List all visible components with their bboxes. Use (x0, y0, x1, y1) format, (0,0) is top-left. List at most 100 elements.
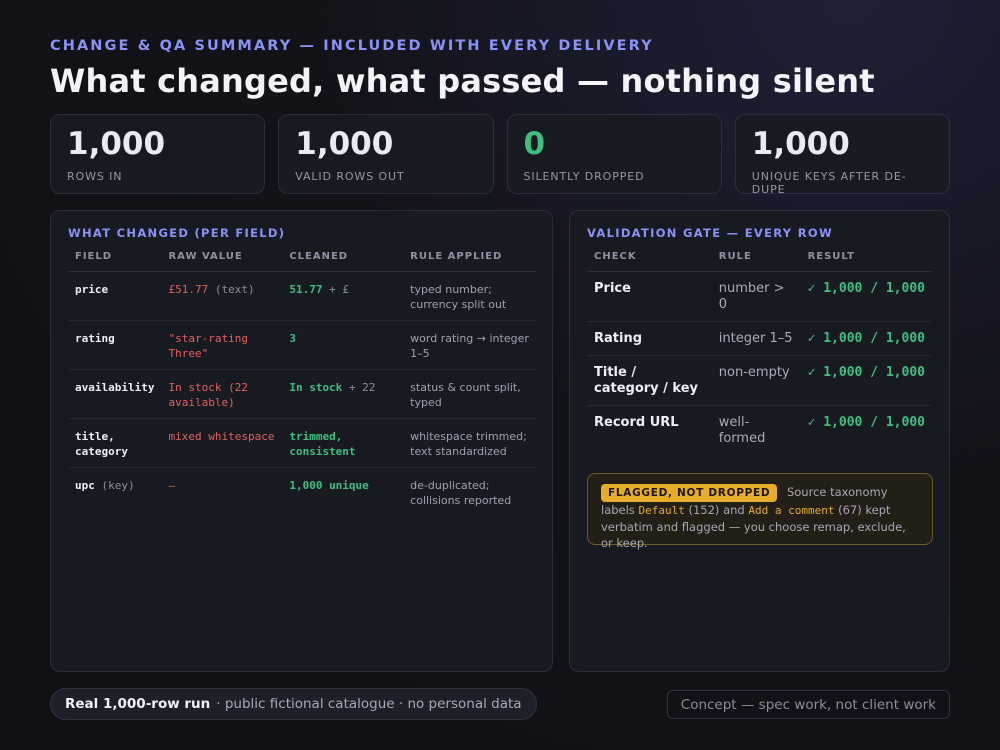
column-header: RULE (711, 243, 801, 272)
run-info-pill: Real 1,000-row run · public fictional ca… (50, 688, 537, 720)
raw-value: £51.77 (168, 282, 209, 296)
run-info-bold: Real 1,000-row run (65, 696, 211, 712)
changes-panel: WHAT CHANGED (PER FIELD) FIELD RAW VALUE… (50, 210, 553, 672)
raw-cell: "star-rating Three" (161, 320, 283, 370)
table-row: rating "star-rating Three" 3 word rating… (68, 320, 536, 370)
check-rule: well-formed (718, 414, 766, 446)
stat-card-valid-rows-out: 1,000 VALID ROWS OUT (278, 114, 494, 194)
concept-note: Concept — spec work, not client work (666, 690, 950, 719)
changes-table: FIELD RAW VALUE CLEANED RULE APPLIED pri… (68, 243, 536, 516)
stat-card-unique-keys: 1,000 UNIQUE KEYS AFTER DE-DUPE (734, 114, 950, 196)
stat-value: 1,000 (751, 126, 850, 162)
validation-panel: VALIDATION GATE — EVERY ROW CHECK RULE R… (569, 210, 950, 672)
rule-cell: whitespace trimmed; text standardized (403, 418, 536, 468)
rule-cell: typed number; currency split out (403, 271, 536, 321)
flag-badge: FLAGGED, NOT DROPPED (601, 484, 778, 502)
check-result: ✓ 1,000 / 1,000 (800, 355, 932, 406)
raw-value: — (168, 478, 176, 492)
clean-cell: 3 (282, 320, 404, 370)
field-cell: availability (68, 369, 162, 419)
column-header: CLEANED (282, 243, 404, 272)
page-title: What changed, what passed — nothing sile… (50, 62, 875, 100)
clean-cell: trimmed, consistent (282, 418, 404, 468)
flag-term-default: Default (638, 504, 685, 517)
check-name: Rating (587, 321, 712, 356)
raw-cell: £51.77 (text) (161, 271, 283, 321)
table-row: availability In stock (22 available) In … (68, 369, 536, 419)
clean-value: 3 (289, 331, 296, 345)
check-name: Price (587, 271, 712, 322)
stat-label: UNIQUE KEYS AFTER DE-DUPE (751, 170, 907, 196)
run-info-detail: · public fictional catalogue · no person… (216, 696, 522, 712)
field-cell: rating (68, 320, 162, 370)
flag-term-add-comment: Add a comment (748, 504, 835, 517)
stat-value: 0 (523, 126, 546, 162)
raw-note: (text) (214, 282, 255, 296)
clean-value: 1,000 unique (289, 478, 369, 492)
flag-count: (152) and (688, 503, 745, 517)
column-header: CHECK (587, 243, 712, 272)
changes-header-row: FIELD RAW VALUE CLEANED RULE APPLIED (68, 243, 536, 272)
column-header: RESULT (800, 243, 932, 272)
field-name: upc (75, 478, 95, 492)
clean-value: trimmed, consistent (289, 429, 356, 458)
check-rule: integer 1–5 (711, 321, 801, 356)
table-row: Price number > 0 ✓ 1,000 / 1,000 (587, 271, 932, 322)
check-name: Title / category / key (587, 355, 712, 406)
field-name: price (75, 282, 109, 296)
table-row: Record URL well-formed ✓ 1,000 / 1,000 (587, 405, 932, 455)
flag-rest: (67) kept verbatim and flagged — you cho… (601, 503, 906, 550)
column-header: FIELD (68, 243, 162, 272)
raw-cell: In stock (22 available) (161, 369, 283, 419)
table-row: price £51.77 (text) 51.77 + £ typed numb… (68, 271, 536, 321)
flag-lead: Source taxonomy labels (601, 485, 888, 517)
check-result: ✓ 1,000 / 1,000 (800, 271, 932, 322)
clean-value: 51.77 (289, 282, 323, 296)
rule-cell: word rating → integer 1–5 (403, 320, 536, 370)
check-rule: non-empty (711, 355, 801, 406)
clean-note: + 22 (348, 380, 376, 394)
field-name: rating (75, 331, 115, 345)
field-name: availability (75, 380, 155, 394)
stats-row: 1,000 ROWS IN 1,000 VALID ROWS OUT 0 SIL… (50, 114, 950, 196)
check-name: Record URL (594, 414, 679, 430)
field-cell: title, category (68, 418, 162, 468)
raw-cell: mixed whitespace (161, 418, 283, 468)
clean-note: + £ (329, 282, 349, 296)
column-header: RULE APPLIED (403, 243, 536, 272)
flag-callout: FLAGGED, NOT DROPPED Source taxonomy lab… (587, 473, 933, 550)
stat-value: 1,000 (67, 126, 166, 162)
raw-value: In stock (22 available) (168, 380, 248, 409)
raw-value: "star-rating Three" (168, 331, 248, 360)
stat-card-silently-dropped: 0 SILENTLY DROPPED (506, 114, 722, 194)
field-cell: price (68, 271, 162, 321)
changes-panel-title: WHAT CHANGED (PER FIELD) (68, 226, 286, 240)
clean-value: In stock (289, 380, 343, 394)
check-rule: number > 0 (711, 271, 801, 322)
field-cell: upc (key) (68, 467, 161, 516)
validation-header-row: CHECK RULE RESULT (587, 243, 932, 272)
clean-cell: 51.77 + £ (282, 271, 404, 321)
field-note: (key) (101, 478, 135, 492)
stat-label: ROWS IN (67, 170, 123, 183)
stat-label: SILENTLY DROPPED (523, 170, 645, 183)
check-result: ✓ 1,000 / 1,000 (807, 414, 925, 430)
stat-label: VALID ROWS OUT (295, 170, 405, 183)
stat-value: 1,000 (295, 126, 394, 162)
table-row: title, category mixed whitespace trimmed… (68, 418, 536, 468)
check-result: ✓ 1,000 / 1,000 (800, 321, 932, 356)
field-name: title, category (75, 429, 128, 458)
validation-table: CHECK RULE RESULT Price number > 0 ✓ 1,0… (587, 243, 932, 455)
raw-cell: — (161, 467, 282, 516)
clean-cell: 1,000 unique (282, 467, 403, 516)
validation-panel-title: VALIDATION GATE — EVERY ROW (587, 226, 833, 240)
table-row: Rating integer 1–5 ✓ 1,000 / 1,000 (587, 321, 932, 356)
eyebrow-heading: CHANGE & QA SUMMARY — INCLUDED WITH EVER… (50, 38, 654, 54)
column-header: RAW VALUE (161, 243, 283, 272)
raw-value: mixed whitespace (168, 429, 275, 443)
stat-card-rows-in: 1,000 ROWS IN (50, 114, 266, 194)
rule-cell: de-duplicated; collisions reported (410, 478, 512, 507)
table-row: upc (key) — 1,000 unique de-duplicated; … (68, 467, 536, 516)
rule-cell: status & count split, typed (403, 369, 536, 419)
clean-cell: In stock + 22 (282, 369, 404, 419)
